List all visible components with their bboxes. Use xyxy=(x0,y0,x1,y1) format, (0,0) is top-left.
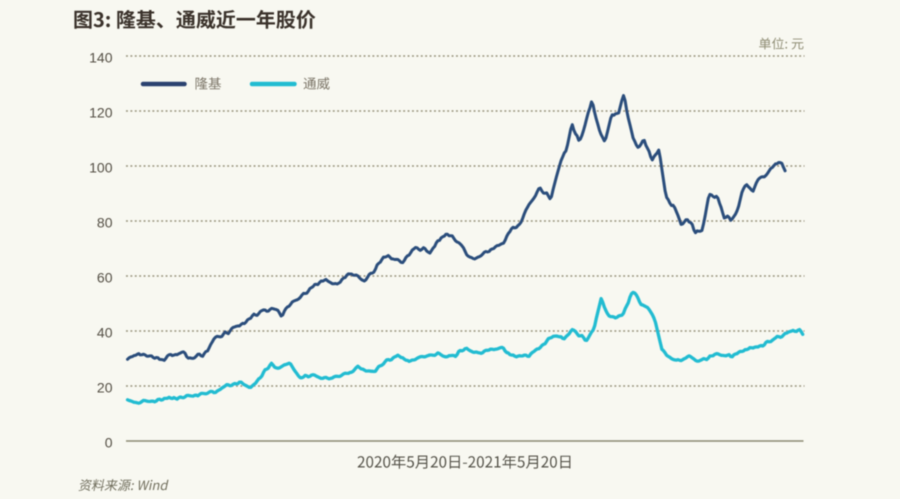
svg-text:60: 60 xyxy=(97,270,113,286)
svg-text:100: 100 xyxy=(89,160,113,176)
svg-text:80: 80 xyxy=(97,215,113,231)
svg-text:120: 120 xyxy=(89,105,113,121)
svg-text:40: 40 xyxy=(97,325,113,341)
svg-text:20: 20 xyxy=(97,380,113,396)
svg-text:140: 140 xyxy=(89,50,113,66)
svg-text:0: 0 xyxy=(105,435,113,451)
